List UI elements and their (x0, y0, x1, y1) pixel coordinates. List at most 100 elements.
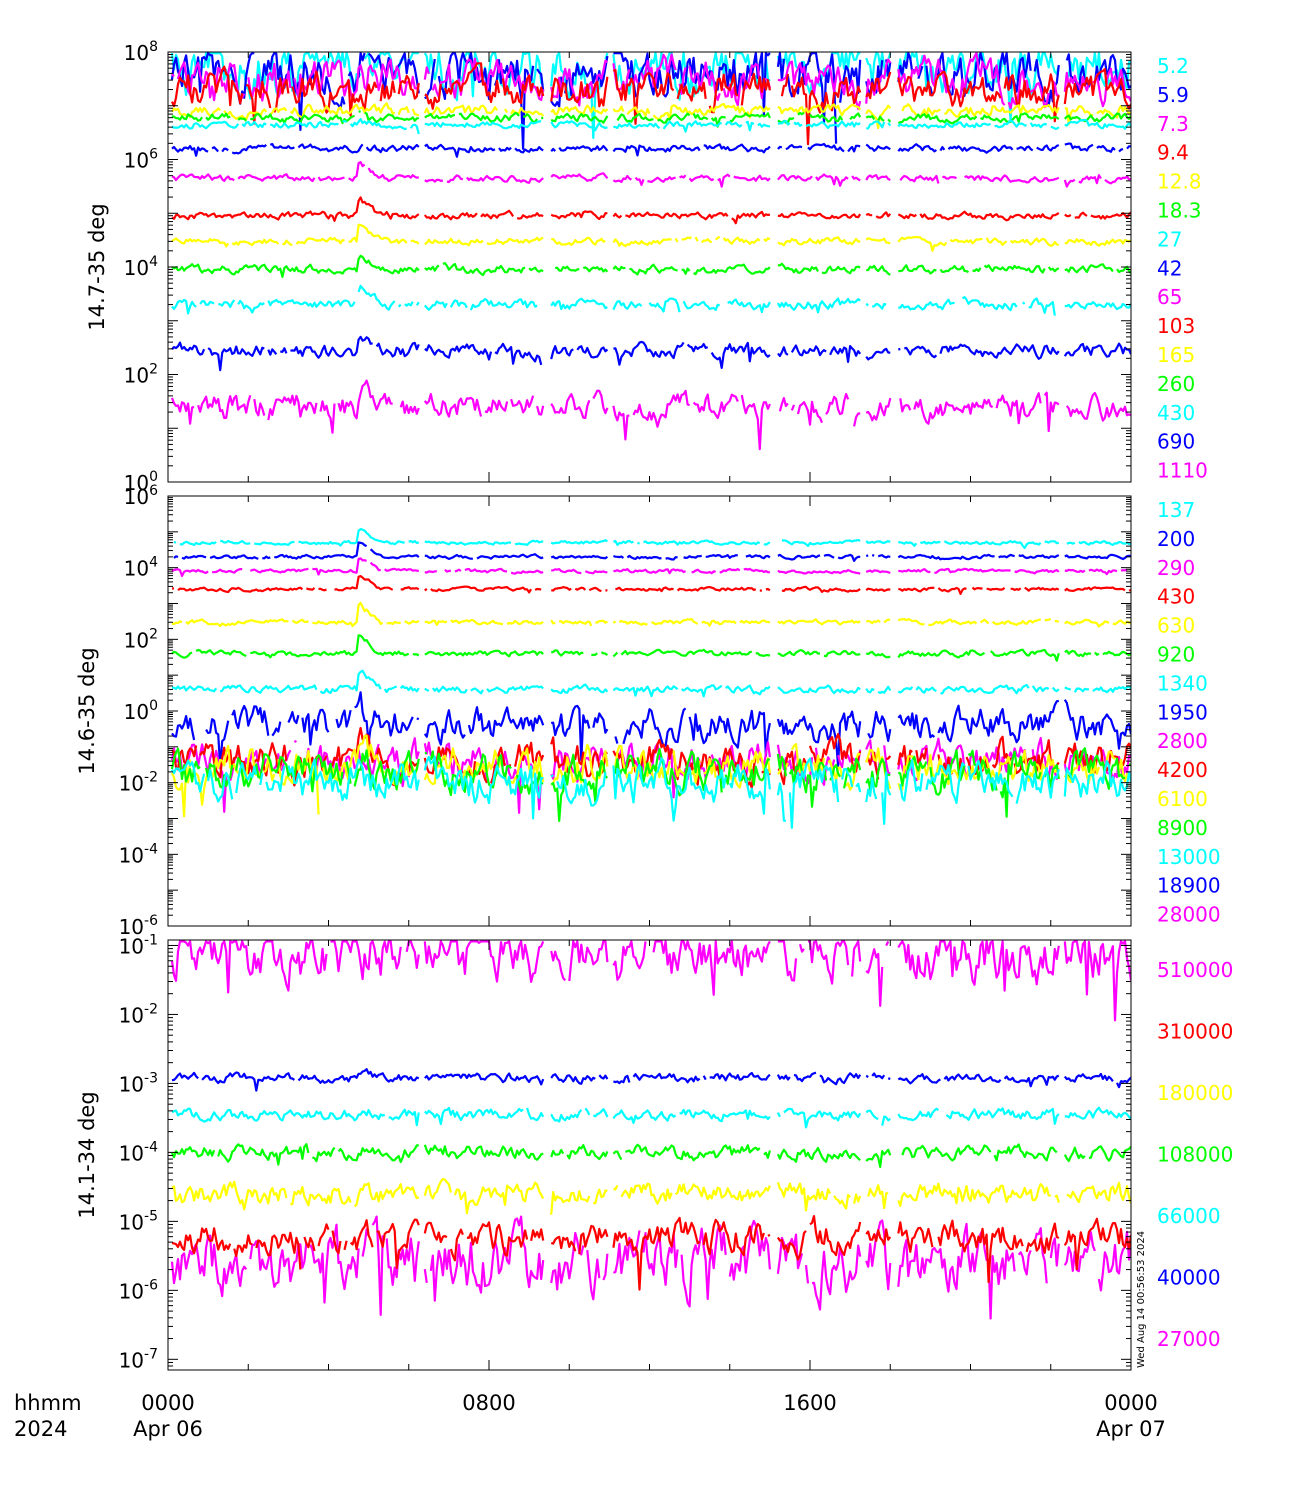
y-tick-label: 104 (124, 555, 158, 581)
legend-label-430: 430 (1157, 585, 1195, 609)
legend-label-103: 103 (1157, 314, 1195, 338)
time-tick-label: 0000 (1104, 1391, 1157, 1415)
series-line-1950 (171, 691, 1131, 768)
series-line-65 (171, 161, 1131, 188)
panel-3-traces (170, 940, 1131, 1320)
legend-label-260: 260 (1157, 372, 1195, 396)
legend-label-7.3: 7.3 (1157, 112, 1189, 136)
legend-label-65: 65 (1157, 285, 1182, 309)
legend-label-5.2: 5.2 (1157, 54, 1189, 78)
legend-label-630: 630 (1157, 614, 1195, 638)
legend-label-8900: 8900 (1157, 816, 1208, 840)
time-axis-title-hhmm: hhmm (14, 1391, 82, 1415)
legend-label-6100: 6100 (1157, 787, 1208, 811)
panel-1-y-ticks: 100 102 104 106 108 (124, 39, 1131, 495)
series-line-103 (171, 196, 1131, 225)
series-line-165 (171, 223, 1131, 252)
legend-label-12.8: 12.8 (1157, 170, 1202, 194)
y-tick-label: 10-6 (119, 1277, 159, 1303)
legend-label-4200: 4200 (1157, 758, 1208, 782)
series-line-920 (171, 634, 1131, 662)
series-line-108000 (171, 1143, 1131, 1168)
legend-label-18900: 18900 (1157, 874, 1221, 898)
timestamp-stamp: Wed Aug 14 00:56:53 2024 (1136, 1231, 1147, 1368)
legend-label-920: 920 (1157, 643, 1195, 667)
legend-label-28000: 28000 (1157, 903, 1221, 927)
series-line-430 (171, 284, 1131, 316)
series-line-66000 (171, 1106, 1131, 1129)
time-tick-label: 0000 (141, 1391, 194, 1415)
time-tick-date: Apr 07 (1096, 1417, 1166, 1441)
series-line-yellow-trace (171, 1177, 1131, 1215)
series-line-7.3 (171, 52, 1131, 110)
legend-label-290: 290 (1157, 556, 1195, 580)
legend-label-690: 690 (1157, 430, 1195, 454)
series-line-510000 (170, 940, 1131, 1022)
y-tick-label: 10-2 (119, 1001, 158, 1027)
time-tick-date: Apr 06 (133, 1417, 203, 1441)
panel-1-y-axis-label: 14.7-35 deg (85, 203, 109, 330)
series-line-9.4 (171, 62, 1131, 146)
y-tick-label: 10-4 (119, 841, 159, 867)
panel-1-traces (170, 52, 1131, 451)
series-line-8900 (170, 747, 1131, 822)
legend-label-40000: 40000 (1157, 1266, 1221, 1290)
panel-2-legend: 137 200 290 430 630 920 1340 1950 2800 4200 6100 89… (1157, 498, 1221, 927)
legend-label-27: 27 (1157, 227, 1182, 251)
panel-3-y-axis-label: 14.1-34 deg (75, 1091, 99, 1218)
y-tick-label: 106 (124, 483, 158, 509)
panel-2-traces (170, 528, 1131, 829)
series-line-200 (173, 541, 1131, 562)
series-line-red-trace (171, 1215, 1131, 1291)
series-line-690 (171, 335, 1131, 372)
series-line-137 (173, 528, 1131, 550)
legend-label-27000: 27000 (1157, 1327, 1221, 1351)
y-tick-label: 100 (124, 698, 158, 724)
series-line-27 (171, 118, 1131, 135)
y-tick-label: 10-5 (119, 1208, 158, 1234)
time-axis-title-year: 2024 (14, 1417, 67, 1441)
legend-label-200: 200 (1157, 527, 1195, 551)
legend-label-18.3: 18.3 (1157, 199, 1202, 223)
panel-3-legend: 510000 310000 180000 108000 66000 40000 27000 (1157, 958, 1233, 1351)
panel-3-x-ticks (167, 940, 1132, 1370)
series-line-18.3 (171, 110, 1131, 128)
y-tick-label: 10-7 (119, 1346, 158, 1372)
legend-label-137: 137 (1157, 498, 1195, 522)
panel-2: 10-6 10-4 10-2 100 102 104 106 14.6-35 deg 137… (75, 483, 1221, 939)
series-line-630 (171, 601, 1131, 628)
y-tick-label: 102 (124, 362, 158, 388)
legend-label-1340: 1340 (1157, 671, 1208, 695)
legend-label-42: 42 (1157, 256, 1182, 280)
y-tick-label: 10-4 (119, 1139, 159, 1165)
panel-3: 10-7 10-6 10-5 10-4 10-3 10-2 10-1 14.1-34 deg… (75, 932, 1233, 1372)
panel-1: 100 102 104 106 108 14.7-35 deg 5.2 5.9 7.3 9.4… (85, 39, 1208, 495)
panel-2-x-ticks (167, 496, 1132, 926)
legend-label-510000: 510000 (1157, 958, 1233, 982)
legend-label-13000: 13000 (1157, 845, 1221, 869)
y-tick-label: 106 (124, 147, 158, 173)
panel-2-y-axis-label: 14.6-35 deg (75, 647, 99, 774)
legend-label-310000: 310000 (1157, 1020, 1233, 1044)
time-tick-label: 1600 (783, 1391, 836, 1415)
series-line-290 (171, 557, 1128, 577)
panel-1-x-ticks (167, 52, 1132, 482)
legend-label-180000: 180000 (1157, 1081, 1233, 1105)
legend-label-108000: 108000 (1157, 1143, 1233, 1167)
legend-label-1110: 1110 (1157, 459, 1208, 483)
legend-label-2800: 2800 (1157, 729, 1208, 753)
legend-label-9.4: 9.4 (1157, 141, 1189, 165)
y-tick-label: 108 (124, 39, 158, 65)
series-line-40000 (171, 1068, 1131, 1092)
y-tick-label: 102 (124, 626, 158, 652)
series-line-12.8 (171, 102, 1131, 130)
series-line-42 (171, 142, 1131, 158)
series-line-1340 (171, 669, 1131, 698)
legend-label-1950: 1950 (1157, 700, 1208, 724)
legend-label-165: 165 (1157, 343, 1195, 367)
panel-2-y-ticks: 10-6 10-4 10-2 100 102 104 106 (119, 483, 1131, 939)
y-tick-label: 10-2 (119, 770, 158, 796)
